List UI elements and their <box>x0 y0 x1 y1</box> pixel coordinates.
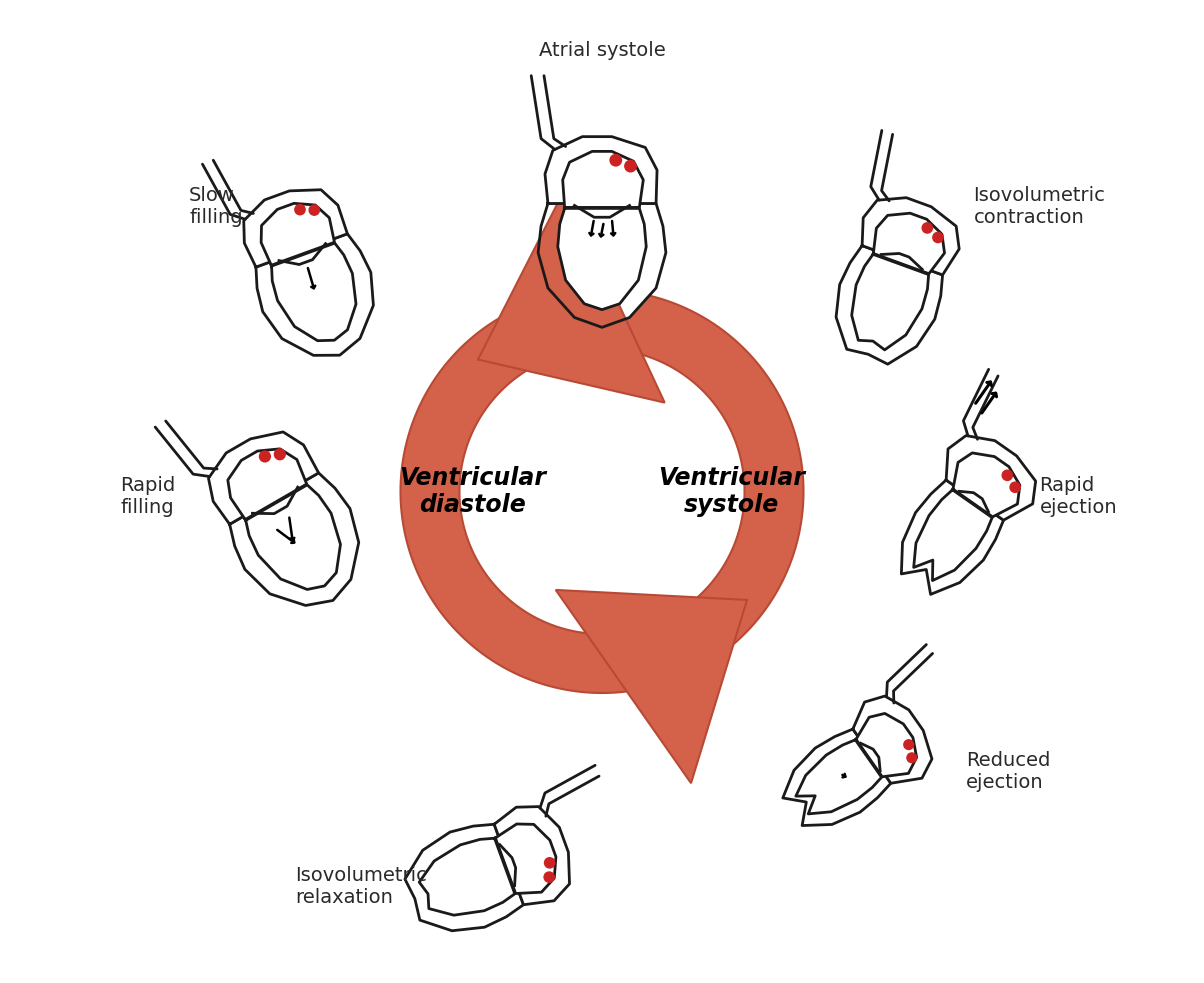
Polygon shape <box>405 825 524 931</box>
Text: Rapid
filling: Rapid filling <box>120 476 176 517</box>
Circle shape <box>1010 482 1020 492</box>
Polygon shape <box>243 190 348 267</box>
Polygon shape <box>256 234 373 355</box>
Polygon shape <box>246 485 341 590</box>
Polygon shape <box>261 203 335 265</box>
Text: Rapid
ejection: Rapid ejection <box>1039 476 1117 517</box>
Polygon shape <box>836 246 943 364</box>
Text: Isovolumetric
contraction: Isovolumetric contraction <box>974 186 1105 227</box>
Circle shape <box>922 223 932 233</box>
Polygon shape <box>557 208 647 310</box>
Polygon shape <box>556 590 746 783</box>
Polygon shape <box>954 453 1020 517</box>
Circle shape <box>309 204 319 215</box>
Polygon shape <box>902 480 1004 595</box>
Circle shape <box>295 204 305 214</box>
Text: Atrial systole: Atrial systole <box>538 41 666 60</box>
Polygon shape <box>873 213 944 273</box>
Polygon shape <box>501 290 803 657</box>
Polygon shape <box>914 490 992 581</box>
Polygon shape <box>401 309 687 693</box>
Text: Isovolumetric
relaxation: Isovolumetric relaxation <box>295 866 427 907</box>
Circle shape <box>625 160 636 172</box>
Polygon shape <box>495 824 556 894</box>
Circle shape <box>275 449 285 460</box>
Circle shape <box>907 753 916 763</box>
Circle shape <box>1002 470 1013 481</box>
Polygon shape <box>538 203 666 327</box>
Polygon shape <box>562 151 643 207</box>
Text: Reduced
ejection: Reduced ejection <box>966 751 1050 792</box>
Circle shape <box>933 232 943 243</box>
Circle shape <box>544 872 554 883</box>
Polygon shape <box>856 714 916 777</box>
Circle shape <box>610 154 621 166</box>
Circle shape <box>904 740 914 749</box>
Polygon shape <box>545 137 657 203</box>
Polygon shape <box>852 696 932 783</box>
Polygon shape <box>228 449 307 520</box>
Polygon shape <box>796 740 881 814</box>
Polygon shape <box>851 255 928 350</box>
Polygon shape <box>862 198 960 275</box>
Polygon shape <box>419 838 515 915</box>
Polygon shape <box>478 189 665 403</box>
Text: Slow
filling: Slow filling <box>189 186 243 227</box>
Polygon shape <box>272 243 356 341</box>
Polygon shape <box>230 473 359 606</box>
Text: Ventricular
diastole: Ventricular diastole <box>399 466 545 517</box>
Polygon shape <box>783 729 891 826</box>
Polygon shape <box>208 432 319 524</box>
Polygon shape <box>946 435 1035 520</box>
Polygon shape <box>494 807 569 904</box>
Circle shape <box>260 451 271 462</box>
Circle shape <box>544 858 555 868</box>
Text: Ventricular
systole: Ventricular systole <box>659 466 805 517</box>
